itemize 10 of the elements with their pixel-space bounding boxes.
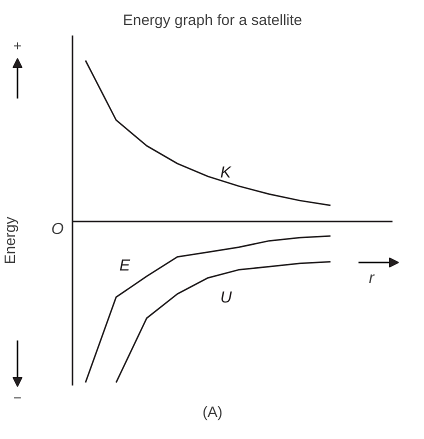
y-axis-title: Energy [2,216,19,264]
chart-title: Energy graph for a satellite [122,12,302,29]
text: + [13,38,22,54]
series-label: K [220,164,232,182]
text: − [13,390,22,406]
text: O [51,221,64,238]
x-axis-title: r [368,270,375,287]
text: (A) [202,404,222,421]
series-label: E [119,258,130,275]
series-label: U [220,289,232,306]
